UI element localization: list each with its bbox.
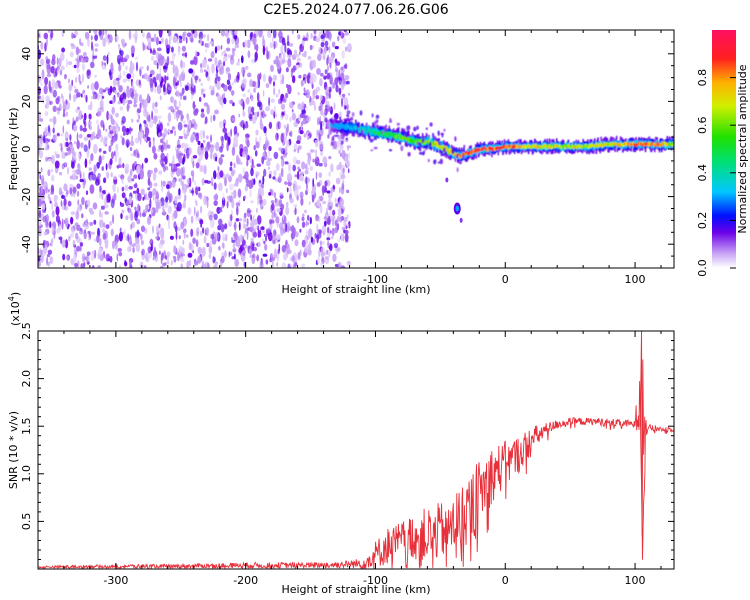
spectrogram-ytick-label: 20	[20, 94, 33, 108]
snr-frame	[37, 330, 675, 570]
spectrogram-ytick-label: 0	[20, 146, 33, 153]
spectrogram-xtick-label: 0	[502, 273, 509, 286]
spur-trail	[445, 177, 449, 183]
snr-xtick-label: -200	[233, 574, 258, 587]
snr-ytick-label: 2.0	[20, 370, 33, 388]
colorbar-gradient	[712, 30, 736, 268]
snr-xtick-label: 100	[625, 574, 646, 587]
snr-spike	[639, 331, 646, 536]
snr-scale-label: (x104)	[7, 292, 22, 326]
spur-inner	[455, 205, 460, 212]
spectrogram-xtick-label: 100	[625, 273, 646, 286]
spectrogram-xtick-label: -300	[103, 273, 128, 286]
snr-ytick-label: 0.5	[20, 513, 33, 531]
colorbar-tick-label: 0.0	[696, 259, 709, 277]
colorbar-label: Normalized spectral amplitude	[736, 64, 749, 233]
snr-ytick-label: 2.5	[20, 322, 33, 340]
spectrogram-xlabel: Height of straight line (km)	[281, 283, 430, 296]
spectrogram-ytick-label: 40	[20, 47, 33, 61]
colorbar-tick-label: 0.2	[696, 212, 709, 230]
snr-xtick-label: -100	[363, 574, 388, 587]
colorbar: 0.0 0.2 0.4 0.6 0.8 Normalized spectral ampl…	[696, 30, 749, 277]
colorbar-tick-label: 0.6	[696, 116, 709, 134]
snr-series-line	[38, 381, 674, 569]
snr-xlabel: Height of straight line (km)	[281, 583, 430, 596]
snr-xtick-label: 0	[502, 574, 509, 587]
snr-ytick-label: 1.5	[20, 417, 33, 435]
figure-title: C2E5.2024.077.06.26.G06	[263, 2, 448, 18]
spectrogram-ytick-label: -40	[20, 235, 33, 253]
spectrogram-xtick-label: -100	[363, 273, 388, 286]
snr-plot: -300 -200 -100 0 100 0.5 1.0 1.5 2.0 2.5 Height o…	[7, 292, 675, 596]
noise-speckle	[38, 30, 352, 268]
spectrogram-xtick-label: -200	[233, 273, 258, 286]
spectrogram-ytick-label: -20	[20, 188, 33, 206]
colorbar-tick-label: 0.8	[696, 69, 709, 87]
snr-ytick-label: 1.0	[20, 465, 33, 483]
snr-xtick-label: -300	[103, 574, 128, 587]
signal-track	[324, 105, 674, 173]
spur-trail	[459, 217, 463, 223]
snr-ylabel: SNR (10 * v/v)	[7, 411, 20, 489]
spectrogram-ylabel: Frequency (Hz)	[7, 108, 20, 191]
colorbar-tick-label: 0.4	[696, 164, 709, 182]
